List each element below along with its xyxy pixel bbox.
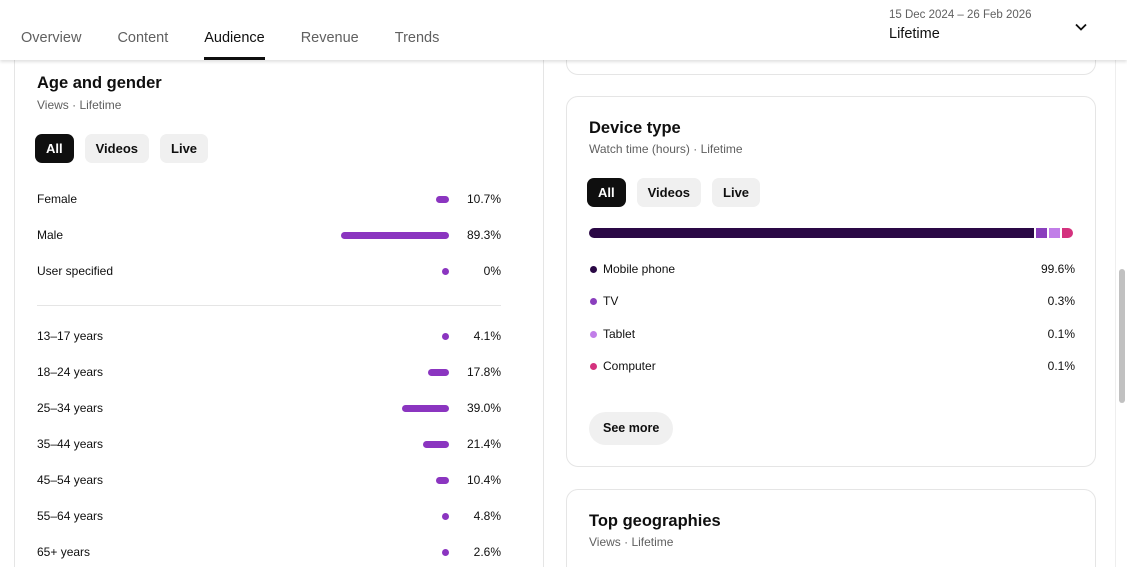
row-label: 55–64 years: [37, 509, 104, 523]
section-divider: [37, 305, 501, 306]
age-row: 18–24 years 17.8%: [37, 363, 501, 383]
device-value: 0.1%: [1047, 327, 1075, 341]
row-label: 35–44 years: [37, 437, 104, 451]
gender-row-male: Male 89.3%: [37, 226, 501, 246]
device-filter-chips: All Videos Live: [587, 178, 761, 207]
row-value: 21.4%: [466, 437, 501, 451]
device-value: 0.1%: [1047, 359, 1075, 373]
device-value: 0.3%: [1047, 294, 1075, 308]
chip-videos[interactable]: Videos: [84, 134, 150, 163]
age-gender-card: Age and gender Views · Lifetime All Vide…: [14, 40, 544, 567]
chip-videos[interactable]: Videos: [636, 178, 702, 207]
see-more-button[interactable]: See more: [589, 412, 674, 445]
date-range-text: 15 Dec 2024 – 26 Feb 2026: [889, 9, 1032, 21]
gender-bar: [436, 196, 449, 203]
gender-bar: [442, 268, 449, 275]
device-label: TV: [603, 294, 619, 308]
age-row: 35–44 years 21.4%: [37, 435, 501, 455]
age-bar: [428, 369, 449, 376]
gender-row-user-specified: User specified 0%: [37, 262, 501, 282]
age-row: 13–17 years 4.1%: [37, 327, 501, 347]
gender-row-female: Female 10.7%: [37, 190, 501, 210]
row-value: 17.8%: [466, 365, 501, 379]
device-type-card: Device type Watch time (hours) · Lifetim…: [566, 96, 1096, 467]
row-label: User specified: [37, 264, 114, 278]
legend-dot-icon: [590, 266, 597, 273]
tab-trends[interactable]: Trends: [394, 30, 440, 46]
age-row: 25–34 years 39.0%: [37, 399, 501, 419]
chip-live[interactable]: Live: [160, 134, 209, 163]
age-gender-title: Age and gender: [37, 74, 162, 92]
row-value: 4.1%: [473, 329, 501, 343]
top-geographies-title: Top geographies: [589, 512, 721, 530]
row-value: 89.3%: [466, 228, 501, 242]
age-bar: [442, 333, 449, 340]
row-label: 45–54 years: [37, 473, 104, 487]
row-value: 2.6%: [473, 545, 501, 559]
row-label: 18–24 years: [37, 365, 104, 379]
row-label: Male: [37, 228, 64, 242]
row-label: 25–34 years: [37, 401, 104, 415]
age-bar: [423, 441, 449, 448]
date-range-selector[interactable]: 15 Dec 2024 – 26 Feb 2026 Lifetime: [889, 9, 1099, 51]
age-row: 65+ years 2.6%: [37, 543, 501, 563]
row-value: 0%: [483, 264, 501, 278]
row-value: 39.0%: [466, 401, 501, 415]
chip-all[interactable]: All: [587, 178, 626, 207]
tab-audience[interactable]: Audience: [204, 0, 266, 60]
row-label: Female: [37, 192, 78, 206]
device-row-mobile-phone: Mobile phone 99.6%: [589, 260, 1075, 280]
page-scrollbar-thumb[interactable]: [1119, 269, 1125, 403]
legend-dot-icon: [590, 363, 597, 370]
tab-revenue[interactable]: Revenue: [300, 30, 359, 46]
analytics-header: Overview Content Audience Revenue Trends…: [0, 0, 1127, 60]
segment-computer: [1062, 228, 1073, 238]
chip-live[interactable]: Live: [712, 178, 761, 207]
age-bar: [402, 405, 449, 412]
segment-tablet: [1049, 228, 1060, 238]
age-bar: [442, 513, 449, 520]
device-row-computer: Computer 0.1%: [589, 357, 1075, 377]
age-row: 55–64 years 4.8%: [37, 507, 501, 527]
device-type-subtitle: Watch time (hours) · Lifetime: [589, 142, 743, 156]
tab-content[interactable]: Content: [117, 30, 169, 46]
row-value: 10.4%: [466, 473, 501, 487]
legend-dot-icon: [590, 331, 597, 338]
segment-mobile-phone: [589, 228, 1034, 238]
chip-all[interactable]: All: [35, 134, 74, 163]
device-label: Computer: [603, 359, 656, 373]
top-geographies-subtitle: Views · Lifetime: [589, 535, 674, 549]
row-value: 10.7%: [466, 192, 501, 206]
age-gender-filter-chips: All Videos Live: [35, 134, 209, 163]
row-label: 65+ years: [37, 545, 91, 559]
device-row-tablet: Tablet 0.1%: [589, 325, 1075, 345]
legend-dot-icon: [590, 298, 597, 305]
device-value: 99.6%: [1040, 262, 1075, 276]
device-row-tv: TV 0.3%: [589, 292, 1075, 312]
age-bar: [442, 549, 449, 556]
device-label: Mobile phone: [603, 262, 676, 276]
gender-bar: [341, 232, 449, 239]
top-geographies-card: Top geographies Views · Lifetime: [566, 489, 1096, 567]
row-label: 13–17 years: [37, 329, 104, 343]
age-gender-subtitle: Views · Lifetime: [37, 98, 122, 112]
age-row: 45–54 years 10.4%: [37, 471, 501, 491]
age-bar: [436, 477, 449, 484]
device-stacked-bar: [589, 228, 1075, 238]
row-value: 4.8%: [473, 509, 501, 523]
device-type-title: Device type: [589, 119, 681, 137]
date-period-text: Lifetime: [889, 26, 940, 42]
chevron-down-icon: [1075, 23, 1087, 31]
tab-overview[interactable]: Overview: [21, 30, 82, 46]
device-label: Tablet: [603, 327, 636, 341]
tab-bar: Overview Content Audience Revenue Trends: [21, 0, 475, 60]
segment-tv: [1036, 228, 1047, 238]
